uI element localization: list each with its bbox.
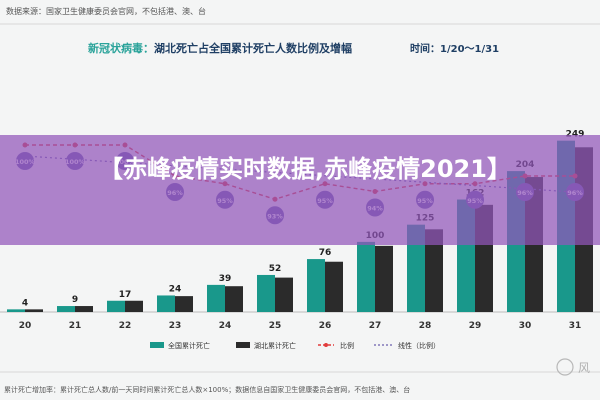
legend-label-ratio: 比例 <box>340 341 354 350</box>
bar-label-22: 17 <box>119 290 132 300</box>
x-tick-30: 30 <box>519 321 532 331</box>
x-tick-20: 20 <box>19 321 32 331</box>
bar-label-23: 24 <box>169 284 182 294</box>
bar-national-22 <box>107 300 125 312</box>
bar-national-20 <box>7 309 25 312</box>
bar-national-27 <box>357 241 375 312</box>
bar-national-24 <box>207 284 225 312</box>
x-tick-29: 29 <box>469 321 482 331</box>
bar-label-24: 39 <box>219 274 232 284</box>
chart-title-main: 湖北死亡占全国累计死亡人数比例及增幅 <box>154 41 352 55</box>
bar-hubei-20 <box>25 309 43 312</box>
x-tick-21: 21 <box>69 321 82 331</box>
chart-title-prefix: 新冠状病毒： <box>88 41 154 55</box>
bar-hubei-24 <box>225 286 243 312</box>
legend-label-national: 全国累计死亡 <box>168 341 210 350</box>
bar-national-25 <box>257 274 275 312</box>
x-tick-26: 26 <box>319 321 332 331</box>
bar-hubei-28 <box>425 229 443 312</box>
x-tick-31: 31 <box>569 321 582 331</box>
bar-label-20: 4 <box>22 298 28 308</box>
chart-period: 时间：1/20～1/31 <box>410 42 499 55</box>
bar-hubei-25 <box>275 277 293 312</box>
bar-hubei-27 <box>375 245 393 312</box>
bar-national-26 <box>307 259 325 312</box>
bar-label-26: 76 <box>319 248 332 258</box>
legend-swatch-hubei <box>236 342 250 348</box>
chart-title: 新冠状病毒：湖北死亡占全国累计死亡人数比例及增幅 <box>88 41 352 55</box>
legend-swatch-national <box>150 342 164 348</box>
footnote: 累计死亡增加率：累计死亡总人数/前一天同时间累计死亡总人数×100%；数据信息自… <box>4 385 410 394</box>
top-note: 数据来源：国家卫生健康委员会官网，不包括港、澳、台 <box>6 6 206 16</box>
bar-hubei-22 <box>125 300 143 312</box>
bar-national-23 <box>157 295 175 312</box>
bar-hubei-21 <box>75 306 93 312</box>
x-tick-23: 23 <box>169 321 182 331</box>
bar-national-28 <box>407 224 425 312</box>
bar-national-21 <box>57 306 75 312</box>
watermark-text: 风 <box>578 361 590 375</box>
legend: 全国累计死亡 湖北累计死亡 比例 线性（比例） <box>150 341 440 350</box>
overlay-banner-text: 【赤峰疫情实时数据,赤峰疫情2021】 <box>99 155 511 183</box>
watermark: 风 <box>556 358 590 376</box>
x-tick-27: 27 <box>369 321 382 331</box>
legend-label-hubei: 湖北累计死亡 <box>254 341 296 350</box>
bar-label-25: 52 <box>269 264 282 274</box>
legend-marker-ratio <box>324 343 328 347</box>
legend-label-trend: 线性（比例） <box>398 341 440 350</box>
x-tick-22: 22 <box>119 321 132 331</box>
bar-label-31: 249 <box>566 130 585 140</box>
overlay-banner <box>0 135 600 245</box>
bar-hubei-23 <box>175 296 193 312</box>
bar-label-21: 9 <box>72 295 78 305</box>
x-tick-25: 25 <box>269 321 282 331</box>
watermark-icon <box>556 358 574 376</box>
bar-hubei-26 <box>325 261 343 312</box>
x-tick-24: 24 <box>219 321 232 331</box>
x-tick-28: 28 <box>419 321 432 331</box>
